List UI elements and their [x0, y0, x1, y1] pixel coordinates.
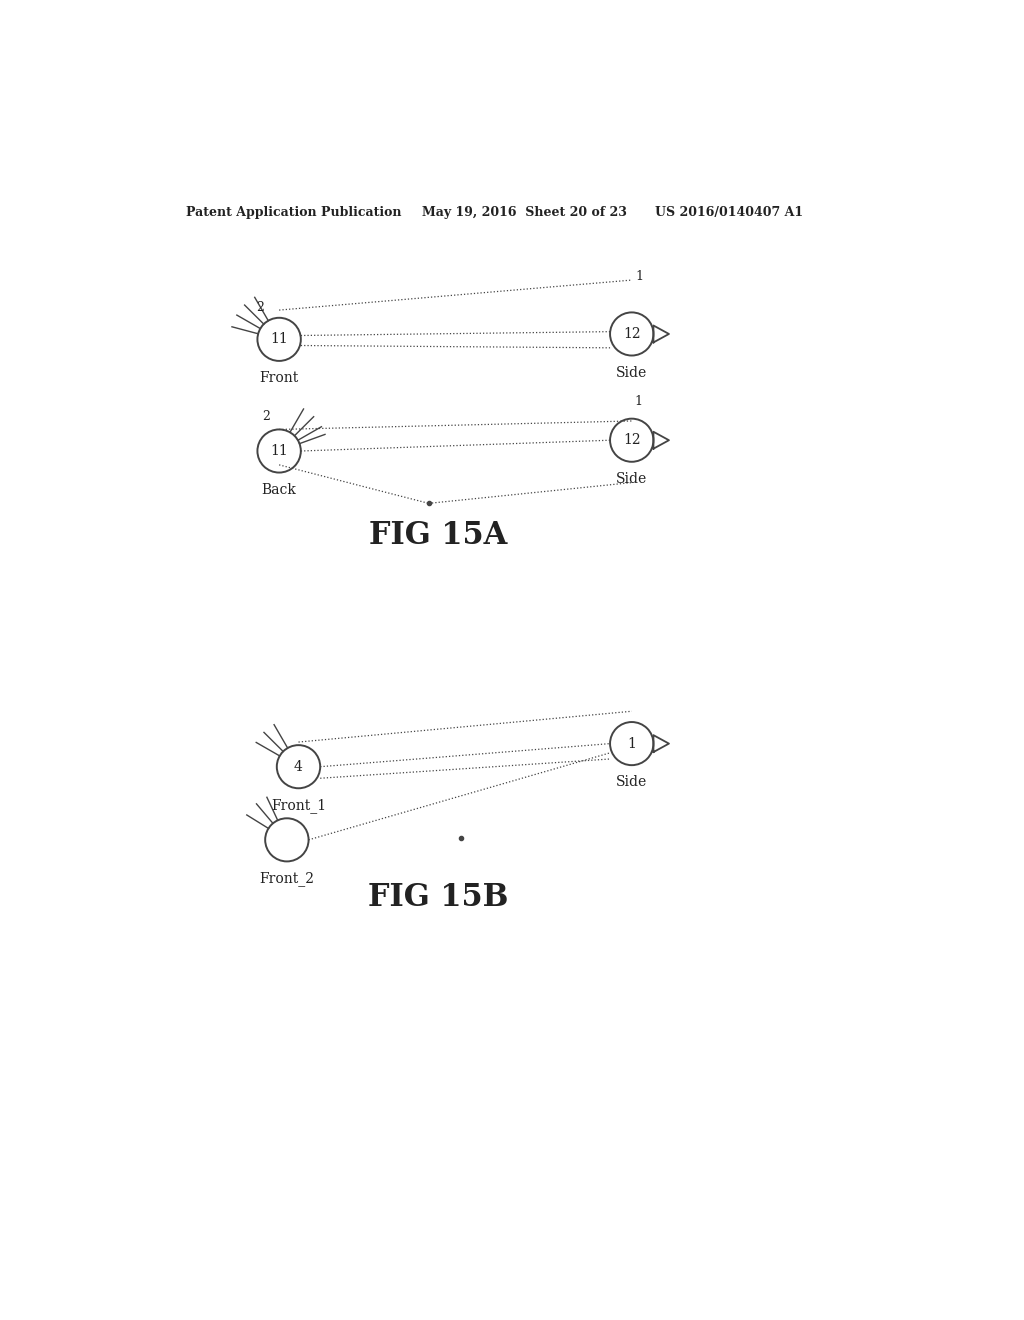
Text: Side: Side: [616, 775, 647, 789]
Text: 2: 2: [257, 301, 264, 314]
Text: 12: 12: [623, 327, 641, 341]
Text: 11: 11: [270, 333, 288, 346]
Text: 12: 12: [623, 433, 641, 447]
Text: Side: Side: [616, 471, 647, 486]
Text: Front_1: Front_1: [271, 799, 326, 813]
Text: US 2016/0140407 A1: US 2016/0140407 A1: [655, 206, 803, 219]
Text: FIG 15B: FIG 15B: [368, 882, 508, 913]
Polygon shape: [653, 735, 669, 752]
Text: 1: 1: [628, 737, 636, 751]
Polygon shape: [653, 326, 669, 342]
Text: Back: Back: [262, 483, 297, 496]
Text: FIG 15A: FIG 15A: [369, 520, 507, 552]
Text: Side: Side: [616, 366, 647, 380]
Text: Front: Front: [259, 371, 299, 385]
Text: May 19, 2016  Sheet 20 of 23: May 19, 2016 Sheet 20 of 23: [423, 206, 628, 219]
Text: 11: 11: [270, 444, 288, 458]
Text: 1: 1: [634, 395, 642, 408]
Text: 1: 1: [636, 271, 644, 282]
Text: Front_2: Front_2: [259, 871, 314, 886]
Text: 4: 4: [294, 760, 303, 774]
Polygon shape: [653, 432, 669, 449]
Text: 2: 2: [262, 411, 270, 424]
Text: Patent Application Publication: Patent Application Publication: [186, 206, 401, 219]
